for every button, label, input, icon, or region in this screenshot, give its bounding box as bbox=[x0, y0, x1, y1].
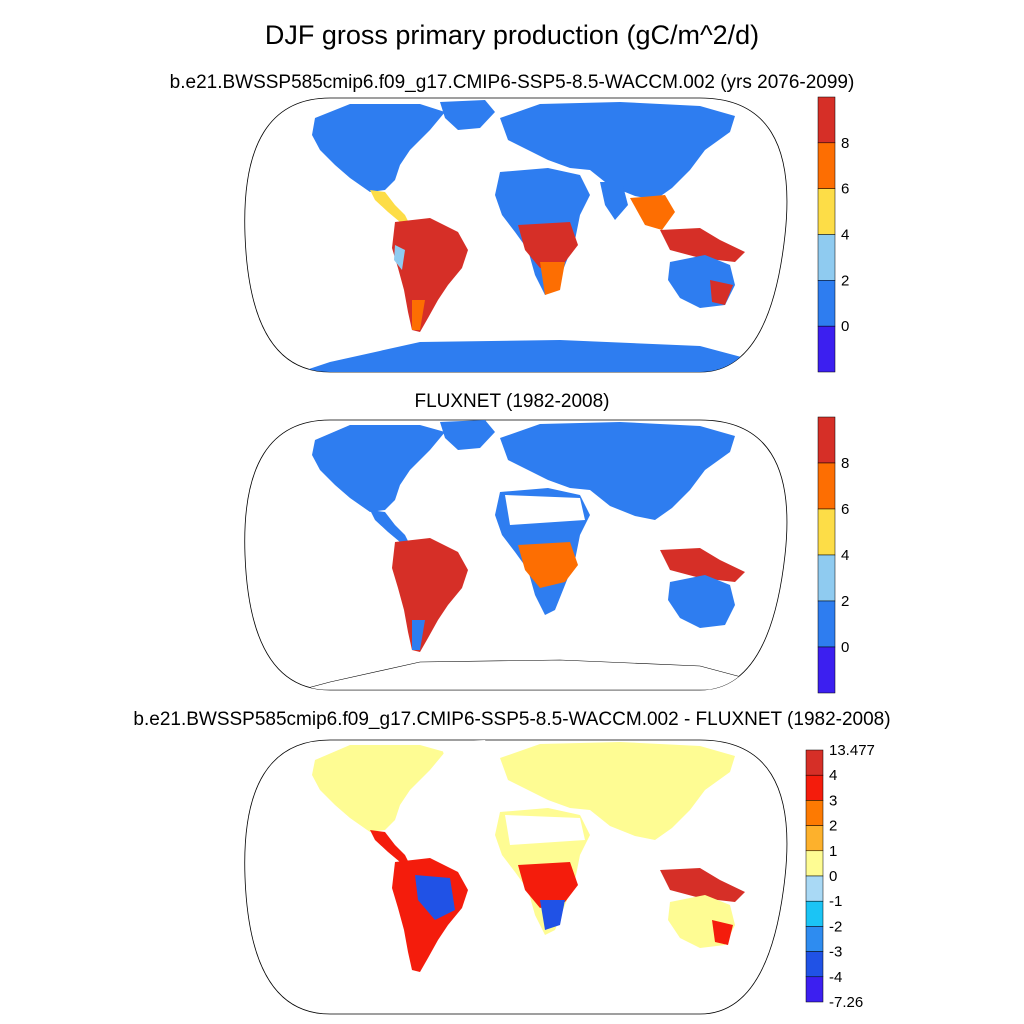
colorbar-tick-label: -4 bbox=[829, 969, 842, 986]
colorbar-tick-label: -7.26 bbox=[829, 994, 863, 1011]
colorbar-tick-label: 2 bbox=[841, 593, 849, 610]
colorbar-swatch bbox=[805, 976, 824, 1003]
colorbar-swatch bbox=[817, 508, 836, 556]
colorbar-tick-label: -1 bbox=[829, 893, 842, 910]
colorbar-tick-label: 2 bbox=[829, 818, 837, 835]
greenland bbox=[440, 100, 495, 130]
colorbar-panel-1: 8 6 4 2 0 bbox=[817, 96, 849, 373]
colorbar-swatch bbox=[805, 749, 824, 776]
colorbar-tick-label: 6 bbox=[841, 501, 849, 518]
colorbar-tick-label: 4 bbox=[841, 227, 849, 244]
colorbar-tick-label: 0 bbox=[841, 318, 849, 335]
panel-1-map bbox=[244, 97, 788, 373]
panel-1-subtitle: b.e21.BWSSP585cmip6.f09_g17.CMIP6-SSP5-8… bbox=[169, 72, 855, 93]
colorbar-tick-label: 1 bbox=[829, 843, 837, 860]
colorbar-tick-label: 6 bbox=[841, 181, 849, 198]
colorbar-swatch bbox=[817, 280, 836, 327]
colorbar-tick-label: -2 bbox=[829, 918, 842, 935]
colorbar-tick-label: 13.477 bbox=[829, 742, 875, 759]
colorbar-swatch bbox=[805, 875, 824, 902]
colorbar-panel-2: 8 6 4 2 0 bbox=[817, 416, 849, 694]
antarctica bbox=[300, 340, 780, 372]
colorbar-tick-label: 8 bbox=[841, 135, 849, 152]
panel-2-map bbox=[244, 419, 788, 691]
colorbar-swatch bbox=[817, 646, 836, 694]
colorbar-swatch bbox=[817, 462, 836, 510]
north-america bbox=[312, 104, 445, 192]
colorbar-tick-label: 2 bbox=[841, 272, 849, 289]
central-america bbox=[370, 190, 410, 225]
colorbar-swatch bbox=[817, 96, 836, 144]
colorbar-swatch bbox=[817, 188, 836, 235]
colorbar-tick-label: 0 bbox=[841, 639, 849, 656]
colorbar-swatch bbox=[805, 900, 824, 927]
panel-3-subtitle: b.e21.BWSSP585cmip6.f09_g17.CMIP6-SSP5-8… bbox=[133, 709, 891, 730]
colorbar-swatch bbox=[817, 416, 836, 464]
colorbar-tick-label: 0 bbox=[829, 868, 837, 885]
south-america bbox=[392, 218, 468, 332]
colorbar-swatch bbox=[805, 951, 824, 978]
colorbar-swatch bbox=[817, 234, 836, 281]
colorbar-tick-label: 4 bbox=[841, 547, 849, 564]
colorbar-swatch bbox=[817, 600, 836, 648]
colorbar-panel-3: 13.477 4 3 2 1 0 -1 -2 -3 -4 -7.26 bbox=[805, 742, 875, 1011]
eurasia bbox=[500, 102, 735, 200]
colorbar-swatch bbox=[817, 325, 836, 373]
panel-3-map bbox=[244, 739, 788, 1015]
figure-title: DJF gross primary production (gC/m^2/d) bbox=[264, 20, 760, 50]
colorbar-tick-label: 3 bbox=[829, 792, 837, 809]
colorbar-swatch bbox=[805, 774, 824, 801]
colorbar-swatch bbox=[817, 142, 836, 189]
colorbar-swatch bbox=[805, 850, 824, 877]
colorbar-tick-label: 4 bbox=[829, 767, 837, 784]
panel-2-subtitle: FLUXNET (1982-2008) bbox=[414, 391, 610, 412]
colorbar-tick-label: 8 bbox=[841, 455, 849, 472]
colorbar-swatch bbox=[805, 926, 824, 952]
colorbar-swatch bbox=[805, 800, 824, 826]
colorbar-swatch bbox=[805, 825, 824, 852]
colorbar-tick-label: -3 bbox=[829, 944, 842, 961]
colorbar-swatch bbox=[817, 554, 836, 602]
